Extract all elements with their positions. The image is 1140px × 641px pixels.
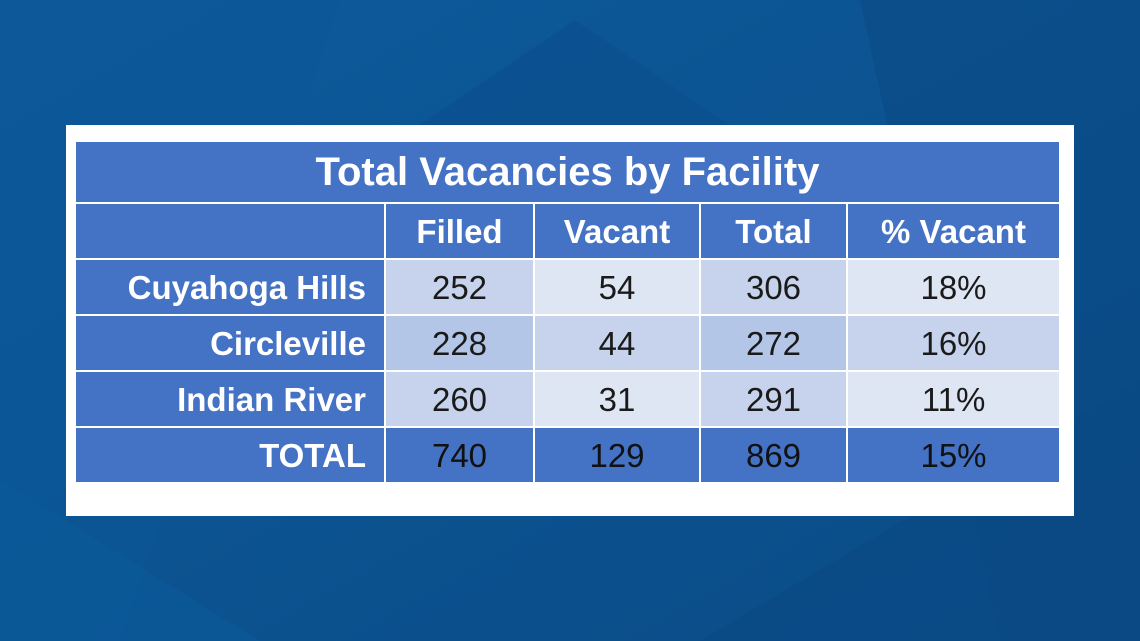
header-corner (74, 202, 386, 260)
table-cell: 740 (384, 426, 535, 484)
table-cell: 18% (846, 258, 1061, 316)
row-label: Cuyahoga Hills (74, 258, 386, 316)
table-cell: 31 (533, 370, 701, 428)
column-header-vacant: Vacant (533, 202, 701, 260)
column-header-total: Total (699, 202, 848, 260)
table-cell: 54 (533, 258, 701, 316)
column-header-filled: Filled (384, 202, 535, 260)
table-card: Total Vacancies by Facility Filled Vacan… (66, 125, 1074, 516)
table-cell: 291 (699, 370, 848, 428)
table-cell: 306 (699, 258, 848, 316)
row-label-total: TOTAL (74, 426, 386, 484)
table-cell: 228 (384, 314, 535, 372)
table-row: Indian River 260 31 291 11% (74, 370, 1061, 428)
row-label: Circleville (74, 314, 386, 372)
table-cell: 869 (699, 426, 848, 484)
column-header-pct-vacant: % Vacant (846, 202, 1061, 260)
table-cell: 44 (533, 314, 701, 372)
table-cell: 129 (533, 426, 701, 484)
table-cell: 272 (699, 314, 848, 372)
row-label: Indian River (74, 370, 386, 428)
table-cell: 260 (384, 370, 535, 428)
table-cell: 252 (384, 258, 535, 316)
vacancies-table: Total Vacancies by Facility Filled Vacan… (74, 140, 1061, 484)
table-row-total: TOTAL 740 129 869 15% (74, 426, 1061, 484)
table-cell: 16% (846, 314, 1061, 372)
table-title: Total Vacancies by Facility (74, 140, 1061, 204)
table-row: Circleville 228 44 272 16% (74, 314, 1061, 372)
table-cell: 15% (846, 426, 1061, 484)
table-row: Cuyahoga Hills 252 54 306 18% (74, 258, 1061, 316)
table-cell: 11% (846, 370, 1061, 428)
